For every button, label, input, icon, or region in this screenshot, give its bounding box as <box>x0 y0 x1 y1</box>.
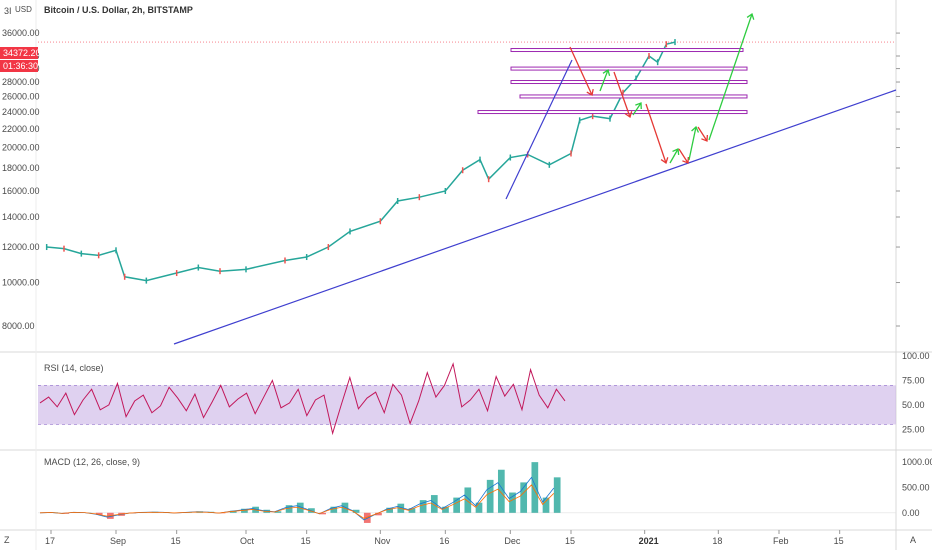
level-line[interactable] <box>511 49 743 52</box>
price-tick-label: 8000.00 <box>2 321 35 331</box>
price-badge-value: 34372.20 <box>3 48 41 58</box>
level-line[interactable] <box>478 111 747 114</box>
time-tick-label: 15 <box>834 536 844 546</box>
price-tick-label: 22000.00 <box>2 124 40 134</box>
time-tick-label: Feb <box>773 536 789 546</box>
time-tick-label: 2021 <box>639 536 659 546</box>
time-tick-label: 18 <box>712 536 722 546</box>
chart-title: Bitcoin / U.S. Dollar, 2h, BITSTAMP <box>44 5 193 15</box>
price-tick-label: 20000.00 <box>2 143 40 153</box>
rsi-title: RSI (14, close) <box>44 363 104 373</box>
time-tick-label: 15 <box>171 536 181 546</box>
time-tick-label: Dec <box>504 536 521 546</box>
rsi-band <box>38 385 896 424</box>
macd-tick-label: 500.00 <box>902 482 930 492</box>
time-tick-label: 15 <box>565 536 575 546</box>
bottom-left-marker: Z <box>4 535 10 545</box>
price-series <box>47 39 675 284</box>
macd-axis[interactable]: 1000.00 500.00 0.00 <box>902 457 932 518</box>
price-tick-label: 36000.00 <box>2 28 40 38</box>
macd-series <box>40 462 561 523</box>
price-tick-label: 10000.00 <box>2 278 40 288</box>
macd-bar <box>487 480 494 513</box>
price-line <box>47 42 675 281</box>
macd-tick-label: 1000.00 <box>902 457 932 467</box>
macd-title: MACD (12, 26, close, 9) <box>44 457 140 467</box>
macd-tick-label: 0.00 <box>902 508 920 518</box>
macd-bar <box>509 493 516 513</box>
rsi-tick-label: 100.00 <box>902 351 930 361</box>
rsi-axis[interactable]: 100.00 75.00 50.00 25.00 <box>902 351 930 434</box>
price-tick-label: 18000.00 <box>2 163 40 173</box>
time-tick-label: Oct <box>240 536 255 546</box>
macd-bar <box>543 498 550 513</box>
price-tick-label: 14000.00 <box>2 212 40 222</box>
corner-label: A <box>910 535 916 545</box>
arrow-down[interactable] <box>570 47 592 95</box>
rsi-tick-label: 25.00 <box>902 424 925 434</box>
macd-line <box>40 477 554 520</box>
price-tick-label: 26000.00 <box>2 91 40 101</box>
time-tick-label: Sep <box>110 536 126 546</box>
rsi-band-fill <box>38 385 896 424</box>
top-left-label: 3I <box>4 6 12 16</box>
time-tick-label: 17 <box>45 536 55 546</box>
time-axis[interactable]: 17 Sep 15 Oct 15 Nov 16 Dec 15 2021 18 Feb 15 <box>45 530 844 546</box>
rsi-tick-label: 75.00 <box>902 375 925 385</box>
macd-bar <box>554 477 561 512</box>
arrow-up-big[interactable] <box>709 14 752 140</box>
price-axis[interactable]: 8000.00 10000.00 12000.00 14000.00 16000.00 1… <box>2 28 900 331</box>
rsi-tick-label: 50.00 <box>902 400 925 410</box>
countdown-value: 01:36:30 <box>3 61 38 71</box>
level-line[interactable] <box>511 81 747 84</box>
level-line[interactable] <box>511 67 747 70</box>
price-tick-label: 28000.00 <box>2 77 40 87</box>
macd-signal-line <box>40 485 554 518</box>
currency-label: USD <box>15 5 32 14</box>
annotations[interactable] <box>174 14 896 344</box>
time-tick-label: 15 <box>301 536 311 546</box>
price-tick-label: 16000.00 <box>2 186 40 196</box>
time-tick-label: Nov <box>374 536 391 546</box>
trendline-long[interactable] <box>174 90 896 344</box>
arrow-up[interactable] <box>689 127 696 160</box>
price-tick-label: 12000.00 <box>2 242 40 252</box>
time-tick-label: 16 <box>439 536 449 546</box>
price-tick-label: 24000.00 <box>2 107 40 117</box>
